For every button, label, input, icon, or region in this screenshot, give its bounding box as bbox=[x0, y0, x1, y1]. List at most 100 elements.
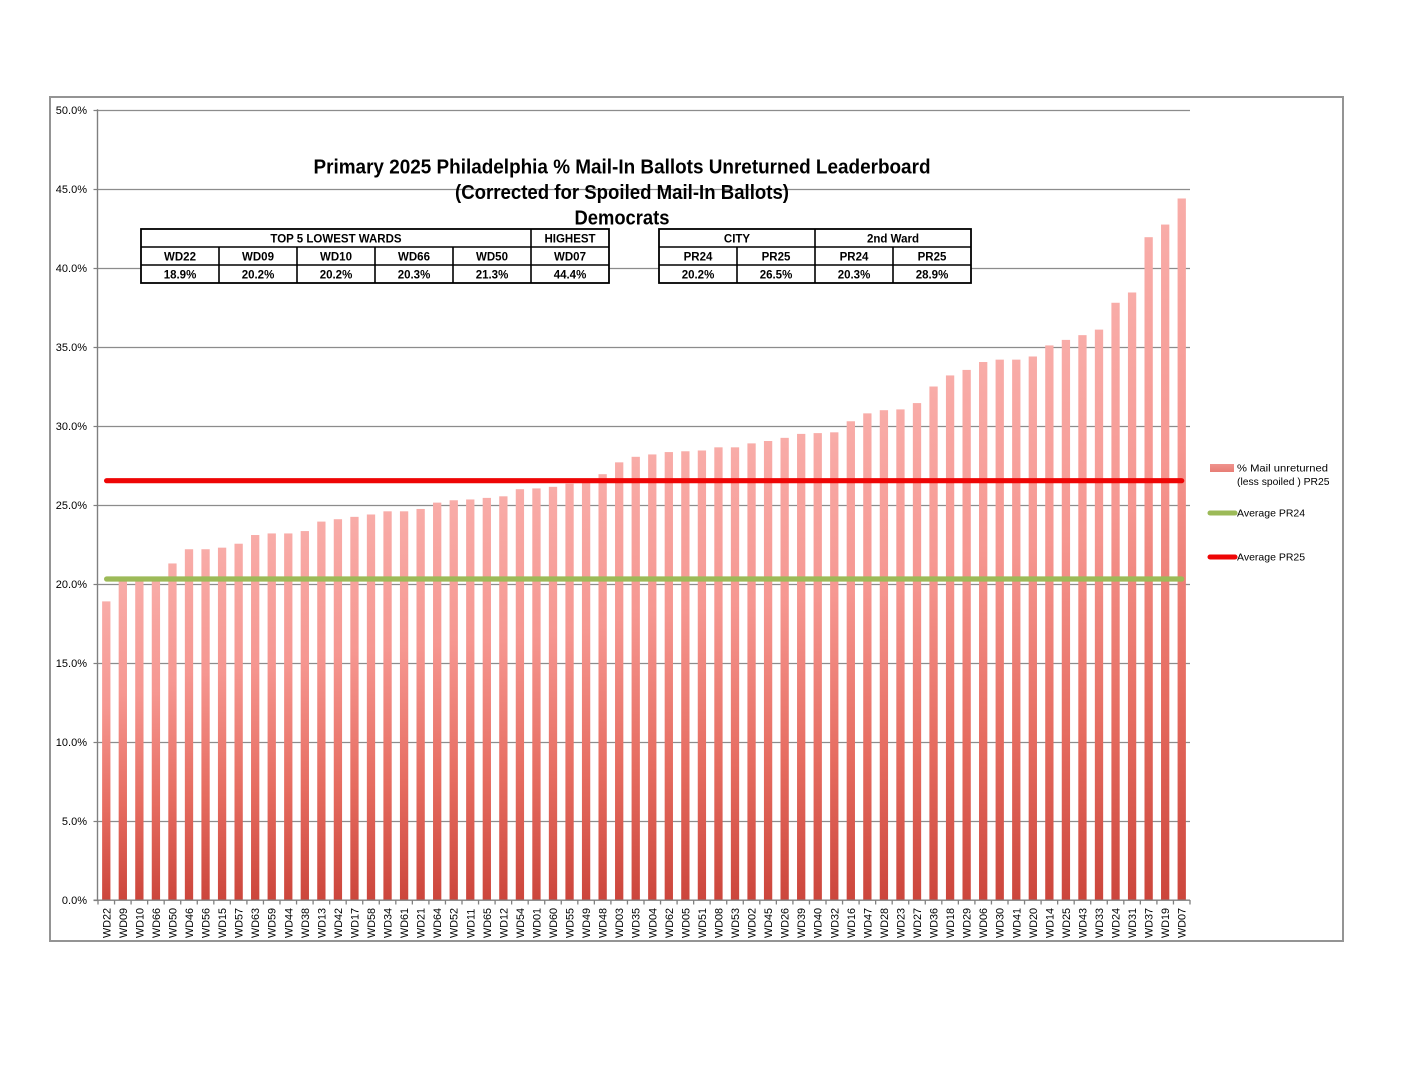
svg-text:20.3%: 20.3% bbox=[398, 270, 431, 282]
svg-text:WD21: WD21 bbox=[416, 908, 428, 938]
svg-text:WD24: WD24 bbox=[1111, 908, 1123, 938]
svg-text:TOP 5 LOWEST WARDS: TOP 5 LOWEST WARDS bbox=[270, 234, 402, 246]
svg-text:WD33: WD33 bbox=[1094, 908, 1106, 938]
svg-text:50.0%: 50.0% bbox=[56, 105, 87, 117]
svg-text:WD41: WD41 bbox=[1011, 908, 1023, 938]
svg-text:WD46: WD46 bbox=[184, 908, 196, 938]
svg-text:PR24: PR24 bbox=[684, 252, 713, 264]
svg-text:25.0%: 25.0% bbox=[56, 500, 87, 512]
svg-text:WD42: WD42 bbox=[333, 908, 345, 938]
svg-text:WD04: WD04 bbox=[647, 908, 659, 938]
svg-text:WD16: WD16 bbox=[846, 908, 858, 938]
svg-text:WD55: WD55 bbox=[565, 908, 577, 938]
svg-text:(Corrected for Spoiled Mail-In: (Corrected for Spoiled Mail-In Ballots) bbox=[455, 181, 789, 204]
svg-text:WD52: WD52 bbox=[449, 908, 461, 938]
svg-text:20.2%: 20.2% bbox=[682, 270, 715, 282]
svg-text:WD61: WD61 bbox=[399, 908, 411, 938]
svg-text:WD08: WD08 bbox=[713, 908, 725, 938]
svg-text:WD22: WD22 bbox=[164, 252, 196, 264]
svg-text:PR25: PR25 bbox=[762, 252, 791, 264]
svg-text:WD02: WD02 bbox=[747, 908, 759, 938]
svg-text:WD12: WD12 bbox=[498, 908, 510, 938]
svg-text:WD19: WD19 bbox=[1160, 908, 1172, 938]
svg-text:44.4%: 44.4% bbox=[554, 270, 587, 282]
svg-text:30.0%: 30.0% bbox=[56, 421, 87, 433]
svg-text:WD31: WD31 bbox=[1127, 908, 1139, 938]
svg-text:WD26: WD26 bbox=[780, 908, 792, 938]
svg-text:WD10: WD10 bbox=[134, 908, 146, 938]
svg-text:Democrats: Democrats bbox=[575, 207, 670, 230]
svg-text:WD57: WD57 bbox=[234, 908, 246, 938]
svg-text:WD23: WD23 bbox=[895, 908, 907, 938]
svg-text:WD01: WD01 bbox=[531, 908, 543, 938]
svg-text:40.0%: 40.0% bbox=[56, 263, 87, 275]
svg-text:20.2%: 20.2% bbox=[242, 270, 275, 282]
svg-text:WD37: WD37 bbox=[1144, 908, 1156, 938]
svg-text:WD40: WD40 bbox=[813, 908, 825, 938]
svg-text:Average PR25: Average PR25 bbox=[1237, 552, 1305, 564]
svg-text:21.3%: 21.3% bbox=[476, 270, 509, 282]
svg-text:HIGHEST: HIGHEST bbox=[544, 234, 595, 246]
svg-text:WD06: WD06 bbox=[978, 908, 990, 938]
svg-text:WD30: WD30 bbox=[995, 908, 1007, 938]
svg-text:WD65: WD65 bbox=[482, 908, 494, 938]
svg-text:WD63: WD63 bbox=[250, 908, 262, 938]
svg-text:WD22: WD22 bbox=[101, 908, 113, 938]
svg-text:15.0%: 15.0% bbox=[56, 658, 87, 670]
svg-text:PR25: PR25 bbox=[918, 252, 947, 264]
svg-text:WD18: WD18 bbox=[945, 908, 957, 938]
svg-text:WD09: WD09 bbox=[118, 908, 130, 938]
svg-text:35.0%: 35.0% bbox=[56, 342, 87, 354]
svg-text:26.5%: 26.5% bbox=[760, 270, 793, 282]
svg-text:WD53: WD53 bbox=[730, 908, 742, 938]
svg-text:WD62: WD62 bbox=[664, 908, 676, 938]
svg-text:WD44: WD44 bbox=[283, 908, 295, 938]
svg-text:WD07: WD07 bbox=[554, 252, 586, 264]
svg-text:WD11: WD11 bbox=[465, 909, 477, 938]
svg-text:2nd Ward: 2nd Ward bbox=[867, 234, 919, 246]
svg-text:WD03: WD03 bbox=[614, 908, 626, 938]
svg-text:5.0%: 5.0% bbox=[62, 816, 87, 828]
svg-text:WD27: WD27 bbox=[912, 908, 924, 938]
svg-text:WD29: WD29 bbox=[962, 908, 974, 938]
svg-text:WD54: WD54 bbox=[515, 908, 527, 938]
svg-text:18.9%: 18.9% bbox=[164, 270, 197, 282]
svg-text:% Mail unreturned: % Mail unreturned bbox=[1237, 463, 1328, 475]
svg-text:WD48: WD48 bbox=[598, 908, 610, 938]
svg-text:WD10: WD10 bbox=[320, 252, 352, 264]
svg-text:WD07: WD07 bbox=[1177, 908, 1189, 938]
svg-text:0.0%: 0.0% bbox=[62, 895, 87, 907]
svg-text:20.0%: 20.0% bbox=[56, 579, 87, 591]
svg-text:10.0%: 10.0% bbox=[56, 737, 87, 749]
svg-text:WD59: WD59 bbox=[267, 908, 279, 938]
svg-text:WD45: WD45 bbox=[763, 908, 775, 938]
svg-text:(less spoiled ) PR25: (less spoiled ) PR25 bbox=[1237, 476, 1330, 488]
svg-text:WD43: WD43 bbox=[1077, 908, 1089, 938]
svg-text:WD05: WD05 bbox=[680, 908, 692, 938]
svg-text:WD56: WD56 bbox=[201, 908, 213, 938]
svg-text:WD09: WD09 bbox=[242, 252, 274, 264]
svg-text:PR24: PR24 bbox=[840, 252, 869, 264]
svg-text:WD47: WD47 bbox=[862, 908, 874, 938]
svg-text:Primary 2025 Philadelphia % Ma: Primary 2025 Philadelphia % Mail-In Ball… bbox=[314, 156, 931, 179]
svg-text:WD14: WD14 bbox=[1044, 908, 1056, 938]
svg-text:20.3%: 20.3% bbox=[838, 270, 871, 282]
svg-text:CITY: CITY bbox=[724, 234, 751, 246]
svg-text:WD39: WD39 bbox=[796, 908, 808, 938]
svg-text:WD50: WD50 bbox=[476, 252, 508, 264]
svg-text:WD60: WD60 bbox=[548, 908, 560, 938]
svg-text:Average PR24: Average PR24 bbox=[1237, 508, 1305, 520]
svg-text:WD25: WD25 bbox=[1061, 908, 1073, 938]
svg-text:WD17: WD17 bbox=[349, 908, 361, 938]
svg-text:WD64: WD64 bbox=[432, 908, 444, 938]
svg-text:WD66: WD66 bbox=[398, 252, 430, 264]
svg-text:WD15: WD15 bbox=[217, 908, 229, 938]
svg-text:WD66: WD66 bbox=[151, 908, 163, 938]
svg-text:20.2%: 20.2% bbox=[320, 270, 353, 282]
svg-text:WD20: WD20 bbox=[1028, 908, 1040, 938]
svg-text:WD51: WD51 bbox=[697, 908, 709, 938]
svg-text:WD13: WD13 bbox=[316, 908, 328, 938]
svg-text:WD35: WD35 bbox=[631, 908, 643, 938]
svg-text:WD50: WD50 bbox=[167, 908, 179, 938]
svg-text:WD34: WD34 bbox=[383, 908, 395, 938]
